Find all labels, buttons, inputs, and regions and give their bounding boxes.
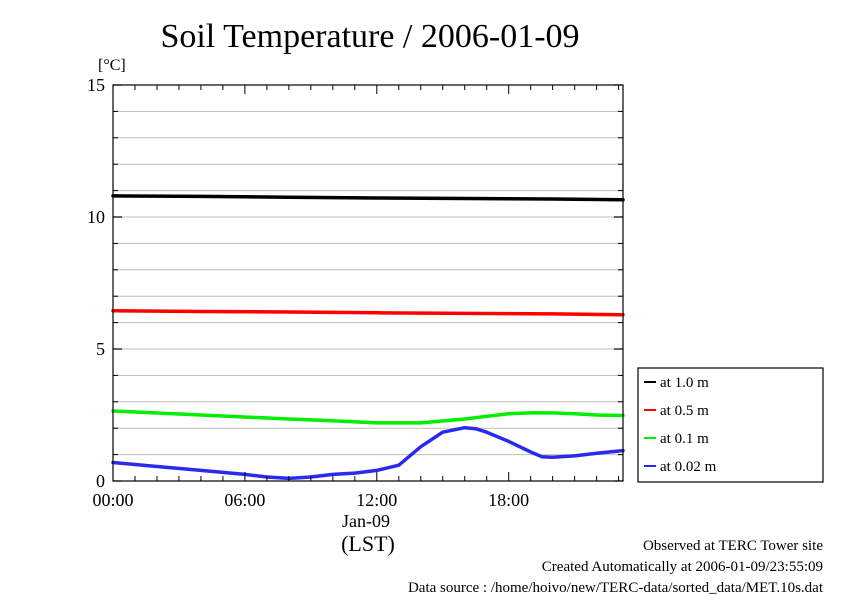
legend-label: at 0.5 m bbox=[660, 403, 709, 419]
legend-label: at 0.1 m bbox=[660, 431, 709, 447]
x-tick-label: 18:00 bbox=[488, 490, 529, 510]
credit-created: Created Automatically at 2006-01-09/23:5… bbox=[542, 559, 823, 575]
series-line bbox=[111, 425, 625, 481]
legend-box bbox=[637, 367, 824, 483]
series-lines bbox=[111, 194, 625, 481]
plot-frame bbox=[112, 84, 624, 482]
y-tick-label: 5 bbox=[96, 339, 105, 359]
series-line bbox=[111, 308, 625, 317]
series-line bbox=[111, 409, 625, 425]
credit-observed: Observed at TERC Tower site bbox=[643, 538, 823, 554]
x-axis-label: (LST) bbox=[341, 531, 395, 556]
chart-title: Soil Temperature / 2006-01-09 bbox=[160, 18, 579, 55]
y-tick-label: 10 bbox=[87, 207, 105, 227]
axis-ticks: 0 5 10 15 00:00 06:00 12:00 18:00 bbox=[87, 75, 623, 510]
legend-label: at 0.02 m bbox=[660, 459, 717, 475]
x-tick-label: 12:00 bbox=[356, 490, 397, 510]
gridlines bbox=[113, 110, 623, 456]
x-date-label: Jan-09 bbox=[342, 511, 390, 531]
series-line bbox=[111, 194, 625, 202]
x-tick-label: 00:00 bbox=[92, 490, 133, 510]
y-tick-label: 15 bbox=[87, 75, 105, 95]
y-tick-label: 0 bbox=[96, 471, 105, 491]
x-tick-label: 06:00 bbox=[224, 490, 265, 510]
credit-data-source: Data source : /home/hoivo/new/TERC-data/… bbox=[408, 580, 824, 595]
y-axis-label: [°C] bbox=[98, 57, 126, 74]
legend: at 1.0 m at 0.5 m at 0.1 m at 0.02 m bbox=[637, 367, 824, 483]
legend-label: at 1.0 m bbox=[660, 375, 709, 391]
